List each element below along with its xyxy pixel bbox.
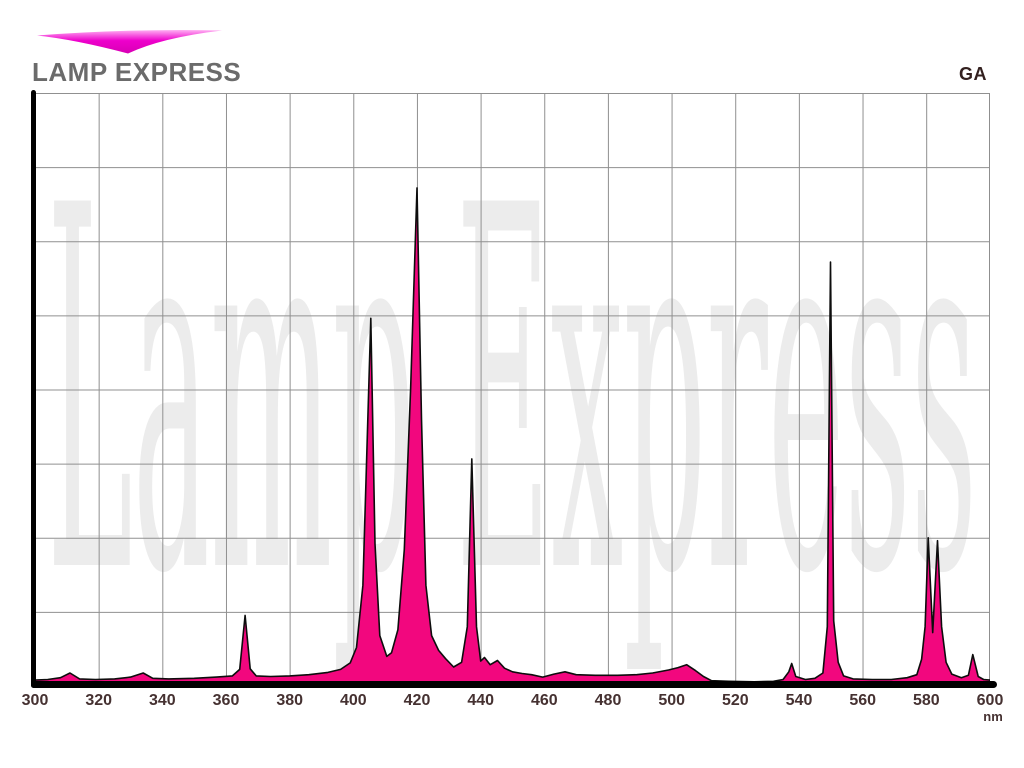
x-tick-label: 460 — [530, 692, 558, 709]
swoosh-shape — [37, 30, 222, 54]
x-tick-label: 340 — [148, 692, 176, 709]
x-tick-label: 600 — [976, 692, 1004, 709]
x-tick-label: 320 — [85, 692, 113, 709]
x-tick-label: 580 — [912, 692, 940, 709]
y-axis — [31, 90, 36, 688]
spectrum-chart: Lamp Express — [31, 90, 997, 688]
x-tick-label: 560 — [849, 692, 877, 709]
x-tick-label: 380 — [276, 692, 304, 709]
spectrum-area-plot — [35, 187, 990, 686]
x-axis — [31, 681, 997, 688]
spectrum-area — [35, 187, 990, 686]
x-tick-label: 480 — [594, 692, 622, 709]
x-tick-label: 520 — [721, 692, 749, 709]
x-tick-label: 540 — [785, 692, 813, 709]
x-tick-label: 400 — [339, 692, 367, 709]
lamp-express-swoosh-logo-icon — [37, 30, 222, 54]
brand-title: LAMP EXPRESS — [32, 57, 242, 87]
x-tick-label: 360 — [212, 692, 240, 709]
lamp-type-label: GA — [959, 64, 987, 84]
x-axis-unit-label: nm — [983, 709, 1003, 724]
x-tick-label: 500 — [658, 692, 686, 709]
x-tick-label: 300 — [21, 692, 49, 709]
x-axis-tick-labels: nm 300 320 340 360 380 400 420 440 460 480 500 520 5… — [22, 692, 1004, 732]
x-tick-label: 420 — [403, 692, 431, 709]
x-tick-label: 440 — [467, 692, 495, 709]
